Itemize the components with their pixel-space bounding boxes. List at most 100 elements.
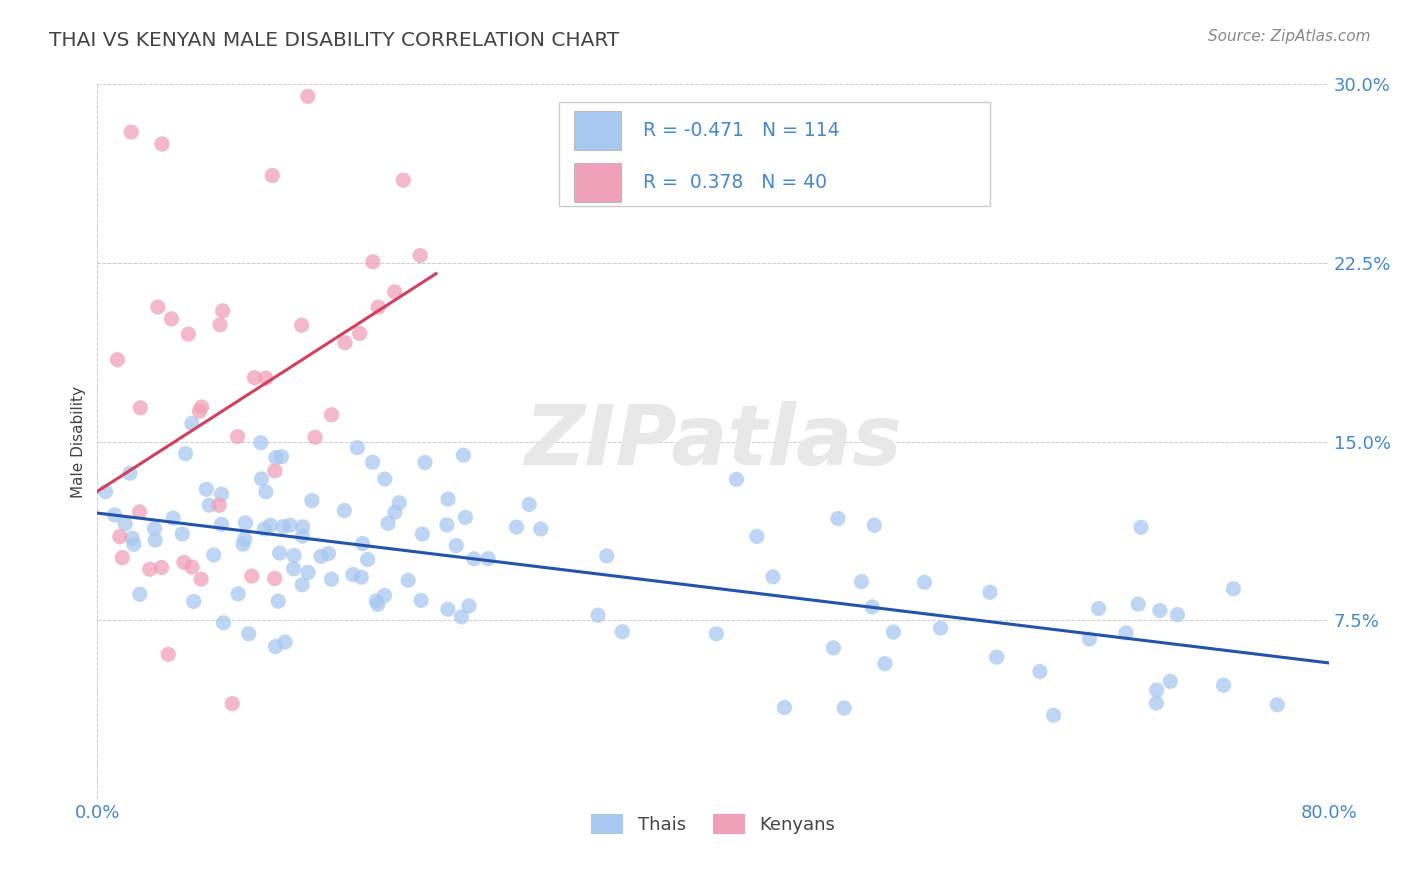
- Point: [1128, 597, 1150, 611]
- Point: [361, 455, 384, 469]
- Point: [264, 450, 287, 465]
- Point: [121, 531, 143, 545]
- Point: [270, 450, 292, 464]
- Point: [180, 417, 202, 431]
- Point: [860, 599, 883, 614]
- Point: [453, 448, 475, 462]
- Point: [304, 430, 326, 444]
- Point: [1265, 698, 1288, 712]
- Point: [413, 456, 436, 470]
- Point: [107, 352, 129, 367]
- Point: [195, 483, 218, 497]
- Point: [221, 697, 243, 711]
- Point: [409, 593, 432, 607]
- Point: [1115, 625, 1137, 640]
- Point: [1159, 674, 1181, 689]
- Point: [212, 615, 235, 630]
- Point: [278, 518, 301, 533]
- Point: [374, 472, 396, 486]
- Point: [143, 522, 166, 536]
- FancyBboxPatch shape: [574, 111, 620, 150]
- Point: [409, 248, 432, 262]
- Point: [1087, 601, 1109, 615]
- Point: [832, 701, 855, 715]
- Point: [211, 303, 233, 318]
- Point: [269, 546, 291, 560]
- Point: [505, 520, 527, 534]
- Point: [291, 529, 314, 543]
- Point: [146, 300, 169, 314]
- Point: [342, 567, 364, 582]
- Point: [1042, 708, 1064, 723]
- Point: [264, 640, 287, 654]
- Point: [271, 519, 294, 533]
- Point: [297, 89, 319, 103]
- Y-axis label: Male Disability: Male Disability: [72, 385, 86, 498]
- Point: [367, 597, 389, 611]
- Point: [103, 508, 125, 522]
- Point: [233, 532, 256, 546]
- Point: [128, 505, 150, 519]
- Point: [586, 608, 609, 623]
- Point: [321, 408, 343, 422]
- Text: R =  0.378   N = 40: R = 0.378 N = 40: [643, 173, 827, 192]
- Point: [150, 136, 173, 151]
- Point: [356, 552, 378, 566]
- Point: [208, 498, 231, 512]
- Point: [291, 520, 314, 534]
- Point: [208, 318, 231, 332]
- Point: [1078, 632, 1101, 646]
- Point: [122, 537, 145, 551]
- Point: [226, 587, 249, 601]
- Point: [162, 511, 184, 525]
- Point: [929, 621, 952, 635]
- Point: [108, 530, 131, 544]
- Point: [437, 602, 460, 616]
- Point: [396, 574, 419, 588]
- Point: [264, 464, 287, 478]
- Point: [235, 516, 257, 530]
- Point: [250, 472, 273, 486]
- Point: [450, 610, 472, 624]
- Point: [253, 522, 276, 536]
- Point: [238, 626, 260, 640]
- Point: [181, 560, 204, 574]
- Point: [882, 625, 904, 640]
- Point: [346, 441, 368, 455]
- Point: [160, 311, 183, 326]
- Point: [333, 335, 356, 350]
- Point: [873, 657, 896, 671]
- Point: [349, 326, 371, 341]
- Point: [321, 572, 343, 586]
- Point: [211, 487, 233, 501]
- FancyBboxPatch shape: [560, 103, 990, 206]
- Point: [477, 551, 499, 566]
- Point: [291, 578, 314, 592]
- Point: [190, 400, 212, 414]
- Point: [851, 574, 873, 589]
- Point: [274, 635, 297, 649]
- Point: [392, 173, 415, 187]
- Point: [725, 472, 748, 486]
- Point: [254, 371, 277, 385]
- Point: [297, 566, 319, 580]
- Point: [366, 594, 388, 608]
- Point: [463, 551, 485, 566]
- Point: [437, 491, 460, 506]
- Point: [94, 484, 117, 499]
- Point: [174, 447, 197, 461]
- Point: [173, 555, 195, 569]
- Point: [283, 562, 305, 576]
- Point: [198, 498, 221, 512]
- Text: Source: ZipAtlas.com: Source: ZipAtlas.com: [1208, 29, 1371, 44]
- Point: [183, 594, 205, 608]
- Point: [1166, 607, 1188, 622]
- Point: [1130, 520, 1153, 534]
- Point: [458, 599, 481, 613]
- Point: [254, 484, 277, 499]
- Point: [211, 517, 233, 532]
- Point: [177, 327, 200, 342]
- Point: [361, 254, 384, 268]
- Point: [454, 510, 477, 524]
- Point: [912, 575, 935, 590]
